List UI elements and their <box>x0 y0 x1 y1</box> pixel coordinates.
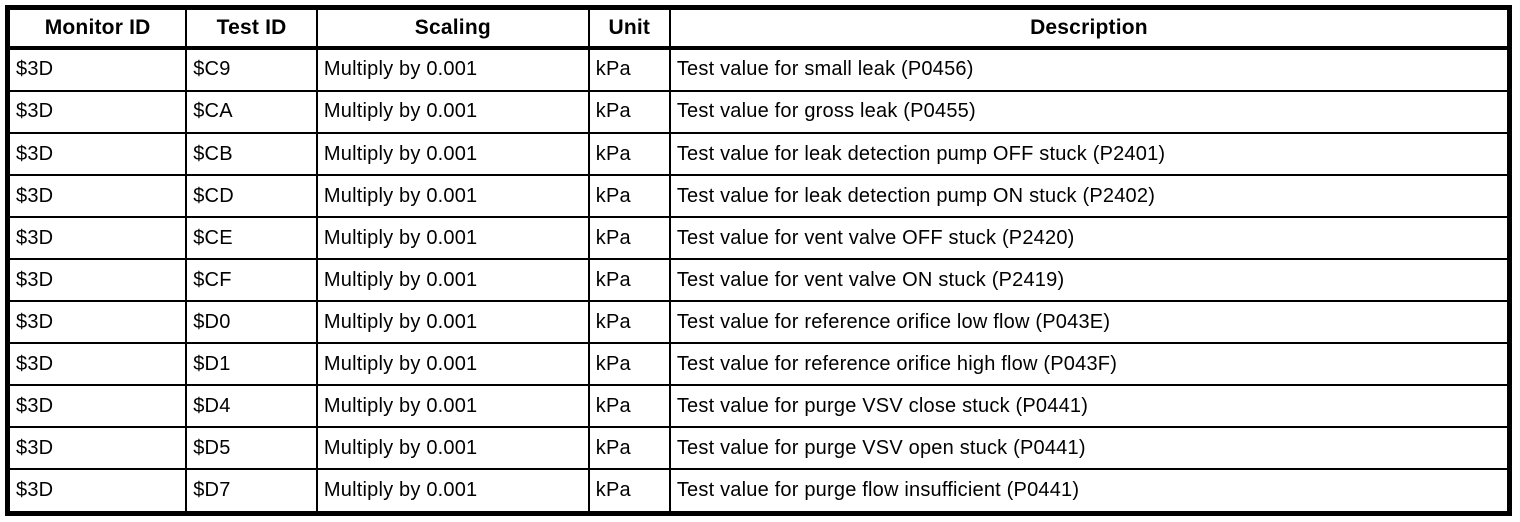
column-header-scaling: Scaling <box>315 6 590 50</box>
cell-unit: kPa <box>587 468 671 515</box>
cell-description: Test value for vent valve ON stuck (P241… <box>668 258 1511 303</box>
cell-test-id: $CA <box>185 89 318 135</box>
cell-unit: kPa <box>587 426 671 471</box>
cell-description: Test value for vent valve OFF stuck (P24… <box>668 216 1511 261</box>
cell-scaling: Multiply by 0.001 <box>315 258 590 303</box>
cell-unit: kPa <box>587 300 671 345</box>
cell-description: Test value for purge VSV open stuck (P04… <box>668 426 1511 471</box>
cell-monitor-id: $3D <box>6 342 188 387</box>
cell-description: Test value for reference orifice low flo… <box>668 300 1511 345</box>
column-header-unit: Unit <box>587 6 671 50</box>
cell-test-id: $CE <box>185 216 318 261</box>
cell-unit: kPa <box>587 174 671 219</box>
table-row: $3D $D1 Multiply by 0.001 kPa Test value… <box>6 342 1511 387</box>
table-row: $3D $CA Multiply by 0.001 kPa Test value… <box>6 89 1511 135</box>
cell-scaling: Multiply by 0.001 <box>315 216 590 261</box>
table-row: $3D $CE Multiply by 0.001 kPa Test value… <box>6 216 1511 261</box>
cell-monitor-id: $3D <box>6 300 188 345</box>
cell-test-id: $C9 <box>185 46 318 92</box>
table-row: $3D $CB Multiply by 0.001 kPa Test value… <box>6 131 1511 177</box>
cell-test-id: $D0 <box>185 300 318 345</box>
table-row: $3D $D7 Multiply by 0.001 kPa Test value… <box>6 468 1511 515</box>
cell-monitor-id: $3D <box>6 131 188 177</box>
table-header: Monitor ID Test ID Scaling Unit Descript… <box>6 6 1511 50</box>
cell-monitor-id: $3D <box>6 46 188 92</box>
cell-monitor-id: $3D <box>6 468 188 515</box>
cell-monitor-id: $3D <box>6 384 188 429</box>
cell-monitor-id: $3D <box>6 216 188 261</box>
table-row: $3D $D5 Multiply by 0.001 kPa Test value… <box>6 426 1511 471</box>
cell-monitor-id: $3D <box>6 89 188 135</box>
table-row: $3D $C9 Multiply by 0.001 kPa Test value… <box>6 46 1511 92</box>
cell-scaling: Multiply by 0.001 <box>315 426 590 471</box>
cell-test-id: $CB <box>185 131 318 177</box>
table-row: $3D $D0 Multiply by 0.001 kPa Test value… <box>6 300 1511 345</box>
cell-monitor-id: $3D <box>6 258 188 303</box>
table-row: $3D $D4 Multiply by 0.001 kPa Test value… <box>6 384 1511 429</box>
cell-description: Test value for leak detection pump OFF s… <box>668 131 1511 177</box>
cell-unit: kPa <box>587 384 671 429</box>
column-header-test-id: Test ID <box>185 6 318 50</box>
cell-test-id: $D4 <box>185 384 318 429</box>
cell-unit: kPa <box>587 89 671 135</box>
monitor-test-table-container: Monitor ID Test ID Scaling Unit Descript… <box>5 5 1512 516</box>
table-row: $3D $CF Multiply by 0.001 kPa Test value… <box>6 258 1511 303</box>
cell-scaling: Multiply by 0.001 <box>315 46 590 92</box>
cell-test-id: $D5 <box>185 426 318 471</box>
cell-scaling: Multiply by 0.001 <box>315 300 590 345</box>
cell-scaling: Multiply by 0.001 <box>315 468 590 515</box>
cell-description: Test value for gross leak (P0455) <box>668 89 1511 135</box>
cell-scaling: Multiply by 0.001 <box>315 131 590 177</box>
table-body: $3D $C9 Multiply by 0.001 kPa Test value… <box>6 46 1511 515</box>
cell-description: Test value for reference orifice high fl… <box>668 342 1511 387</box>
cell-scaling: Multiply by 0.001 <box>315 384 590 429</box>
cell-description: Test value for purge VSV close stuck (P0… <box>668 384 1511 429</box>
monitor-test-table: Monitor ID Test ID Scaling Unit Descript… <box>5 5 1512 516</box>
cell-scaling: Multiply by 0.001 <box>315 342 590 387</box>
cell-test-id: $D1 <box>185 342 318 387</box>
cell-test-id: $D7 <box>185 468 318 515</box>
cell-unit: kPa <box>587 258 671 303</box>
column-header-description: Description <box>668 6 1511 50</box>
cell-description: Test value for purge flow insufficient (… <box>668 468 1511 515</box>
cell-test-id: $CD <box>185 174 318 219</box>
cell-scaling: Multiply by 0.001 <box>315 89 590 135</box>
column-header-monitor-id: Monitor ID <box>6 6 188 50</box>
header-row: Monitor ID Test ID Scaling Unit Descript… <box>6 6 1511 50</box>
cell-unit: kPa <box>587 131 671 177</box>
cell-description: Test value for small leak (P0456) <box>668 46 1511 92</box>
cell-test-id: $CF <box>185 258 318 303</box>
table-row: $3D $CD Multiply by 0.001 kPa Test value… <box>6 174 1511 219</box>
cell-description: Test value for leak detection pump ON st… <box>668 174 1511 219</box>
cell-monitor-id: $3D <box>6 426 188 471</box>
cell-monitor-id: $3D <box>6 174 188 219</box>
cell-unit: kPa <box>587 342 671 387</box>
cell-unit: kPa <box>587 216 671 261</box>
cell-unit: kPa <box>587 46 671 92</box>
cell-scaling: Multiply by 0.001 <box>315 174 590 219</box>
